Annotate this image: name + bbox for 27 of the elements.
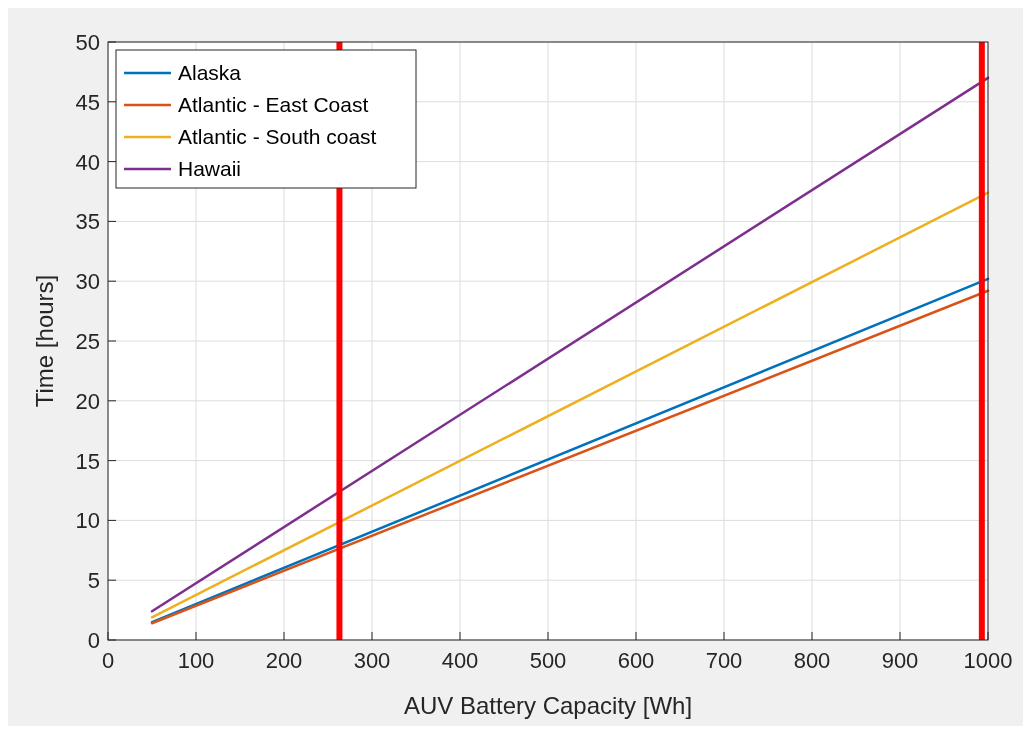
y-tick-label: 20: [75, 388, 100, 414]
x-tick-label: 300: [353, 648, 391, 673]
y-tick-label: 30: [75, 269, 100, 295]
x-tick-label: 400: [441, 648, 479, 673]
y-tick-label: 50: [75, 30, 100, 55]
x-tick-label: 100: [177, 648, 215, 673]
x-tick-label: 900: [881, 648, 919, 673]
legend-label: Hawaii: [178, 157, 242, 180]
x-tick-label: 1000: [963, 648, 1013, 673]
x-tick-label: 600: [617, 648, 655, 673]
x-axis-title: AUV Battery Capacity [Wh]: [403, 692, 693, 719]
y-tick-label: 35: [75, 209, 100, 235]
x-tick-label: 200: [265, 648, 303, 673]
x-tick-label: 700: [705, 648, 743, 673]
y-tick-label: 45: [75, 89, 100, 115]
legend-label: Atlantic - South coast: [178, 125, 377, 148]
y-tick-label: 15: [75, 448, 100, 474]
y-tick-label: 10: [75, 508, 100, 534]
legend-label: Alaska: [178, 61, 242, 84]
x-tick-label: 800: [793, 648, 831, 673]
y-axis-title: Time [hours]: [31, 274, 58, 408]
y-tick-label: 25: [75, 329, 100, 354]
legend-label: Atlantic - East Coast: [178, 93, 369, 116]
x-tick-label: 500: [529, 648, 567, 673]
y-tick-label: 0: [87, 628, 100, 653]
y-tick-label: 40: [75, 149, 100, 175]
y-tick-label: 5: [87, 568, 100, 594]
